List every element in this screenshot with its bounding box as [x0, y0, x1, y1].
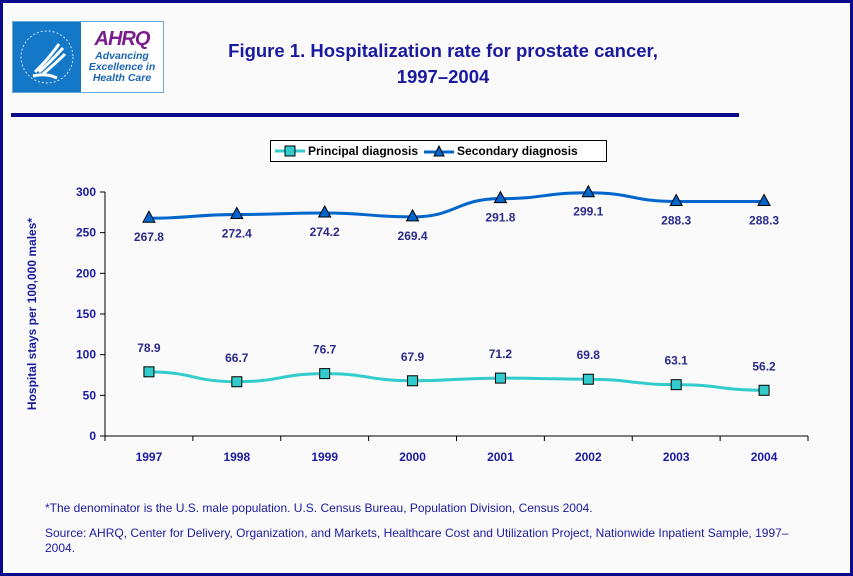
principal-point [582, 373, 594, 385]
data-label: 272.4 [222, 226, 252, 240]
principal-point [231, 376, 243, 388]
data-label: 78.9 [137, 341, 161, 355]
y-tick-label: 50 [83, 388, 97, 402]
data-label: 291.8 [485, 211, 515, 225]
x-tick-label: 1998 [223, 450, 250, 464]
data-label: 267.8 [134, 230, 164, 244]
data-label: 67.9 [401, 350, 425, 364]
principal-point [143, 366, 155, 378]
data-label: 299.1 [573, 205, 603, 219]
principal-point [319, 368, 331, 380]
title-divider [11, 113, 739, 117]
y-tick-label: 0 [89, 429, 96, 443]
data-label: 288.3 [661, 214, 691, 228]
footnote: *The denominator is the U.S. male popula… [45, 501, 593, 515]
y-axis-label: Hospital stays per 100,000 males* [25, 218, 39, 410]
data-label: 269.4 [398, 229, 428, 243]
x-tick-label: 1999 [311, 450, 338, 464]
legend-secondary-label: Secondary diagnosis [457, 144, 578, 158]
data-label: 66.7 [225, 351, 249, 365]
principal-point [407, 375, 419, 387]
legend-principal-label: Principal diagnosis [308, 144, 419, 158]
legend-principal-marker-icon [275, 145, 305, 157]
series-line-1 [148, 191, 765, 220]
principal-point [758, 384, 770, 396]
data-label: 56.2 [752, 359, 776, 373]
secondary-point [493, 190, 508, 204]
x-tick-label: 1997 [136, 450, 163, 464]
secondary-point [142, 210, 156, 223]
title-line-1: Figure 1. Hospitalization rate for prost… [228, 40, 658, 61]
principal-point [494, 372, 506, 384]
secondary-point [405, 208, 420, 222]
y-tick-label: 150 [76, 307, 96, 321]
chart-title: Figure 1. Hospitalization rate for prost… [183, 38, 703, 90]
ahrq-tagline: Advancing Excellence in Health Care [88, 50, 156, 84]
principal-point [670, 379, 682, 391]
legend: Principal diagnosis Secondary diagnosis [270, 140, 607, 162]
source-note: Source: AHRQ, Center for Delivery, Organ… [45, 526, 789, 555]
data-label: 288.3 [749, 214, 779, 228]
data-label: 69.8 [577, 348, 601, 362]
ahrq-wordmark: AHRQ [94, 28, 151, 50]
x-tick-label: 2000 [399, 450, 426, 464]
secondary-point [317, 204, 332, 218]
x-tick-label: 2002 [575, 450, 602, 464]
secondary-point [669, 193, 684, 207]
secondary-point [229, 206, 244, 219]
secondary-point [757, 193, 771, 207]
y-tick-label: 200 [76, 266, 96, 280]
series-line-0 [148, 370, 765, 392]
y-tick-label: 250 [76, 226, 96, 240]
data-label: 76.7 [313, 343, 337, 357]
x-tick-label: 2003 [663, 450, 690, 464]
legend-secondary-marker-icon [424, 145, 455, 157]
secondary-point [581, 184, 596, 198]
x-tick-label: 2001 [487, 450, 514, 464]
y-tick-label: 100 [76, 348, 96, 362]
y-tick-label: 300 [76, 185, 96, 199]
data-label: 71.2 [489, 347, 513, 361]
data-label: 63.1 [665, 354, 689, 368]
x-tick-label: 2004 [751, 450, 778, 464]
ahrq-logo: AHRQ Advancing Excellence in Health Care [12, 21, 164, 93]
title-line-2: 1997–2004 [396, 66, 490, 87]
data-label: 274.2 [310, 225, 340, 239]
hhs-eagle-seal-icon [13, 22, 81, 92]
